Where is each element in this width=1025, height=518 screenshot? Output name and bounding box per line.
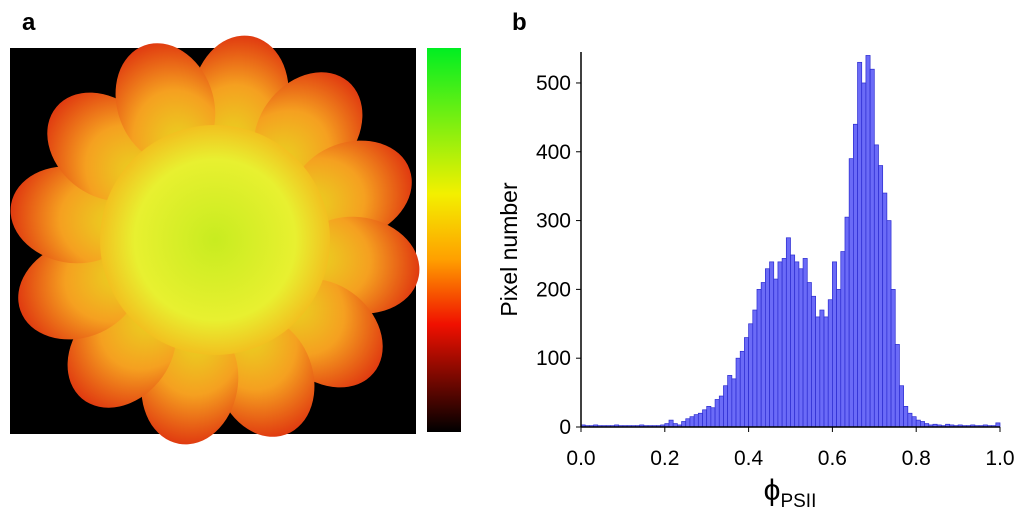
bar (873, 144, 879, 428)
x-tick-label: 0.4 (734, 447, 764, 470)
bar (752, 309, 758, 428)
x-label-symbol: ϕ (764, 474, 781, 507)
bar (731, 378, 737, 428)
bar (798, 268, 804, 428)
bar (878, 165, 884, 428)
bar (718, 395, 724, 428)
bar (886, 220, 892, 428)
bar (756, 289, 762, 428)
bar (777, 261, 783, 428)
bar (710, 407, 716, 428)
y-tick-label: 200 (536, 278, 571, 301)
bar (739, 350, 745, 428)
bar (697, 412, 703, 428)
panel-label: b (512, 9, 527, 36)
bar (790, 254, 796, 428)
bar (848, 158, 854, 428)
bar (861, 82, 867, 428)
bar (819, 309, 825, 428)
bar (702, 409, 708, 428)
bar (689, 416, 695, 428)
bar (894, 344, 900, 428)
bar (899, 385, 904, 428)
bar (806, 282, 812, 428)
y-tick-label: 400 (536, 141, 571, 164)
bar (781, 258, 787, 428)
x-tick-label: 0.8 (902, 447, 931, 470)
bar (748, 323, 754, 428)
bar (907, 412, 913, 428)
y-tick-label: 0 (559, 416, 571, 439)
bar (785, 237, 791, 428)
bar (890, 289, 896, 428)
bar (765, 268, 770, 428)
bar (836, 289, 842, 428)
bar (865, 55, 871, 428)
bar (735, 357, 741, 428)
bar (723, 385, 729, 428)
plant-image (10, 35, 420, 445)
colorbar (427, 48, 461, 432)
panel-label: a (22, 9, 36, 36)
bar (869, 68, 875, 428)
bar (693, 414, 699, 428)
bar (706, 406, 712, 428)
bar (681, 421, 687, 428)
bar (920, 421, 925, 428)
bar (685, 418, 691, 428)
histogram: 0 100 200 300 400 500 0.0 0.2 0.4 0.6 0.8 1.0 Pixel … (496, 52, 1015, 512)
bar (760, 282, 766, 428)
x-tick-label: 0.6 (818, 447, 847, 470)
bar (773, 278, 779, 428)
y-tick-label: 500 (536, 72, 571, 95)
x-tick-label: 0.2 (650, 447, 679, 470)
bar (832, 261, 837, 428)
bar (915, 419, 921, 428)
bar (903, 406, 909, 428)
bar (911, 416, 917, 428)
x-axis-label: ϕPSII (764, 474, 817, 512)
bar (823, 316, 829, 428)
bar (802, 258, 808, 428)
x-label-subscript: PSII (780, 491, 816, 512)
bar (727, 375, 733, 428)
bar (827, 299, 833, 428)
y-tick-label: 100 (536, 347, 571, 370)
bar (882, 192, 888, 428)
y-axis-label: Pixel number (496, 182, 522, 317)
bar (769, 261, 775, 428)
bar (852, 123, 858, 428)
y-tick-label: 300 (536, 210, 571, 233)
bar (844, 216, 850, 428)
bar (815, 316, 821, 428)
bar (668, 419, 674, 428)
x-tick-label: 1.0 (985, 447, 1014, 470)
x-tick-label: 0.0 (566, 447, 595, 470)
bar (857, 61, 863, 428)
bar (744, 337, 749, 428)
bar (714, 399, 720, 428)
bar (811, 295, 816, 428)
bar (794, 261, 800, 428)
bar (840, 251, 846, 428)
